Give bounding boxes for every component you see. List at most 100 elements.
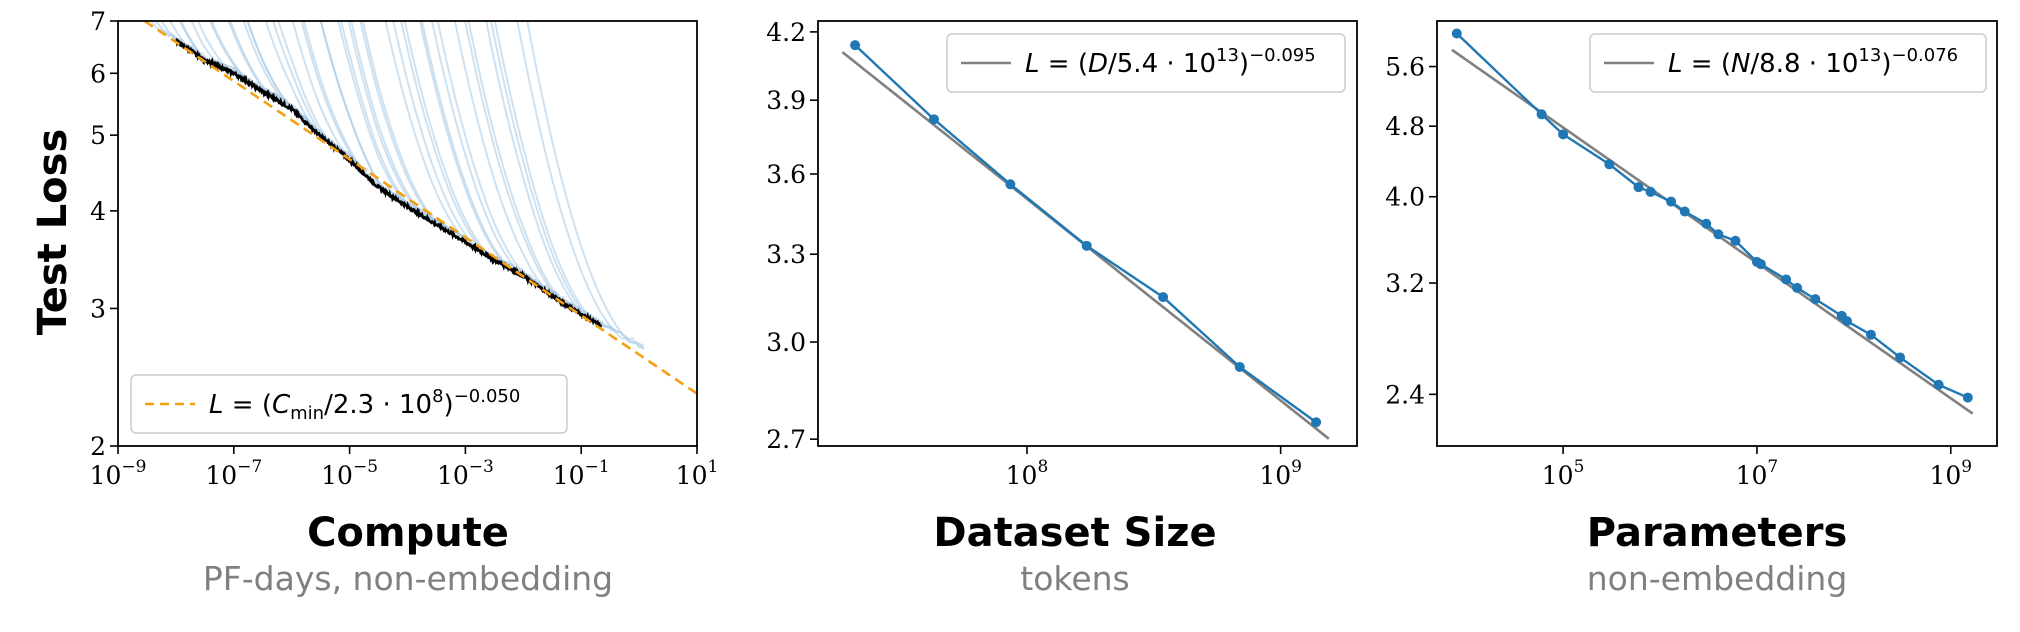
training-run-curve (526, 21, 645, 351)
y-tick-label: 4 (90, 197, 106, 226)
data-point (1536, 109, 1547, 120)
training-run-curve (272, 21, 367, 173)
y-tick-label: 5.6 (1385, 53, 1425, 82)
x-tick-label: 109 (1929, 457, 1972, 490)
training-run-curve (291, 21, 390, 190)
data-point (1895, 352, 1906, 363)
legend (946, 33, 1346, 93)
data-point (1311, 417, 1322, 428)
data-point (1604, 159, 1615, 170)
data-point (1730, 235, 1741, 246)
data-point (1081, 240, 1092, 251)
training-run-curve (490, 21, 621, 334)
training-run-curve (347, 21, 455, 233)
data-point (1933, 379, 1944, 390)
plot-area (841, 40, 1330, 440)
training-run-curve (464, 21, 598, 320)
y-tick-label: 2.4 (1385, 380, 1425, 409)
data-point (929, 114, 940, 125)
training-run-curve (392, 21, 506, 263)
training-run-curve (384, 21, 513, 267)
dataset-x-label: Dataset Size (933, 510, 1216, 556)
axes-frame (1436, 20, 1998, 447)
y-tick-label: 4.8 (1385, 112, 1425, 141)
dataset-x-sublabel: tokens (1020, 559, 1129, 598)
y-tick-label: 6 (90, 59, 106, 88)
x-tick-label: 107 (1736, 457, 1779, 490)
y-tick-label: 4.2 (766, 18, 806, 47)
legend-label: L = (Cmin/2.3 · 108)−0.050 (209, 386, 520, 424)
data-point (1701, 218, 1712, 229)
training-run-curve (420, 21, 547, 288)
training-run-curve (242, 21, 323, 134)
training-run-curve (436, 21, 568, 303)
compute-x-sublabel: PF-days, non-embedding (203, 559, 613, 598)
data-point (1755, 259, 1766, 270)
y-tick-label: 2 (90, 432, 106, 461)
data-point (1005, 179, 1016, 190)
training-run-curve (361, 21, 473, 242)
y-tick-label: 3.2 (1385, 269, 1425, 298)
parameters-panel: Parameters non-embedding 2.4 3.2 4.0 4.8 5.6… (1385, 20, 1998, 598)
x-tick-label: 10−1 (553, 457, 610, 490)
x-tick-label: 101 (676, 457, 719, 490)
measured-loss-line (854, 44, 1317, 424)
x-tick-label: 109 (1259, 457, 1302, 490)
data-point (1713, 229, 1724, 240)
y-tick-label: 3 (90, 294, 106, 323)
x-tick-label: 10−7 (205, 457, 262, 490)
compute-panel: Test Loss Compute PF-days, non-embedding… (30, 7, 719, 598)
y-tick-label: 5 (90, 121, 106, 150)
parameters-x-label: Parameters (1587, 510, 1848, 556)
legend (130, 374, 568, 434)
training-run-curve (467, 21, 600, 322)
compute-fit-line (142, 21, 697, 395)
data-point (1865, 329, 1876, 340)
data-point (850, 40, 861, 51)
y-tick-label: 3.3 (766, 240, 806, 269)
compute-x-label: Compute (307, 510, 509, 556)
data-point (1158, 292, 1169, 303)
dataset-panel: Dataset Size tokens 2.7 3.0 3.3 3.6 3.9 4.2 10… (766, 18, 1358, 598)
axes-frame (817, 20, 1358, 447)
data-point (1633, 182, 1644, 193)
y-tick-label: 3.0 (766, 328, 806, 357)
training-run-curve (485, 21, 612, 329)
y-tick-label: 7 (90, 7, 106, 36)
training-run-curve (300, 21, 401, 198)
training-run-curve (430, 21, 559, 297)
data-point (1781, 274, 1792, 285)
compute-y-label: Test Loss (30, 129, 76, 336)
training-run-curve (350, 21, 469, 239)
training-run-curve (403, 21, 534, 279)
training-run-curve (209, 21, 286, 101)
plot-area (1451, 28, 1974, 415)
x-tick-label: 10−5 (321, 457, 378, 490)
data-point (1558, 129, 1569, 140)
training-run-curve (277, 21, 367, 172)
measured-loss-line (1455, 32, 1969, 399)
y-tick-label: 3.9 (766, 86, 806, 115)
training-run-curve (418, 21, 559, 296)
x-tick-label: 108 (1006, 457, 1049, 490)
training-run-curve (319, 21, 434, 218)
data-point (1666, 196, 1677, 207)
data-point (1842, 316, 1853, 327)
training-run-curve (493, 21, 644, 347)
x-tick-label: 105 (1542, 457, 1585, 490)
data-point (1234, 361, 1245, 372)
data-point (1645, 186, 1656, 197)
training-run-curve (340, 21, 441, 225)
x-tick-label: 10−9 (90, 457, 147, 490)
training-runs (149, 21, 645, 351)
parameters-x-sublabel: non-embedding (1587, 559, 1848, 598)
legend-label: L = (N/8.8 · 1013)−0.076 (1668, 45, 1958, 79)
data-point (1962, 392, 1973, 403)
training-run-curve (359, 21, 476, 243)
data-point (1679, 206, 1690, 217)
training-run-curve (337, 21, 441, 224)
legend-label: L = (D/5.4 · 1013)−0.095 (1025, 45, 1316, 79)
axes-frame (117, 20, 698, 447)
x-tick-label: 10−3 (437, 457, 494, 490)
